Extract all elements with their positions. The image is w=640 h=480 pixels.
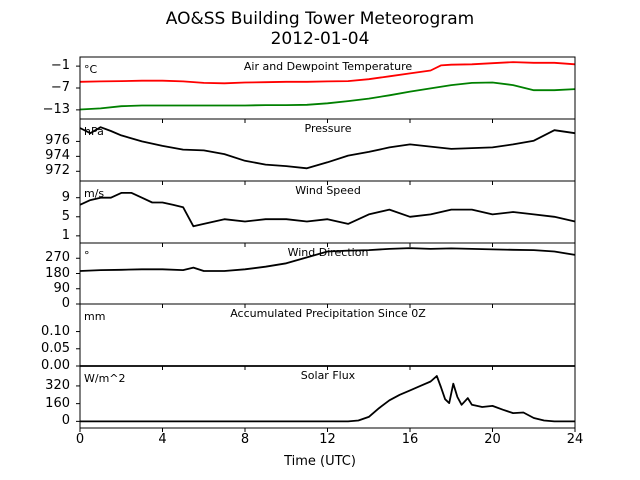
y-tick-label: 5 xyxy=(61,208,70,224)
figure-title: AO&SS Building Tower Meteorogram xyxy=(165,9,475,29)
y-tick-label: 9 xyxy=(61,189,70,205)
panel-unit: °C xyxy=(84,63,98,76)
x-tick-label: 20 xyxy=(484,432,501,447)
panel-title: Wind Speed xyxy=(295,184,361,197)
y-tick-label: 0 xyxy=(61,296,70,311)
x-tick-label: 16 xyxy=(401,432,419,447)
y-tick-label: −7 xyxy=(50,80,70,95)
panel-title: Solar Flux xyxy=(300,369,356,382)
panel-title: Accumulated Precipitation Since 0Z xyxy=(230,307,426,320)
panel-title: Wind Direction xyxy=(287,246,369,259)
x-tick-label: 0 xyxy=(75,432,85,447)
y-tick-label: 974 xyxy=(45,148,70,164)
y-tick-label: 0.05 xyxy=(41,340,70,356)
y-tick-label: 1 xyxy=(61,227,70,243)
x-tick-label: 8 xyxy=(240,432,250,447)
x-axis-label: Time (UTC) xyxy=(284,454,356,469)
y-tick-label: 160 xyxy=(45,395,70,411)
y-tick-label: 90 xyxy=(53,280,70,296)
y-tick-label: 976 xyxy=(45,133,70,149)
series-line-0-1 xyxy=(79,81,576,111)
y-tick-label: −1 xyxy=(50,58,70,74)
panel-unit: hPa xyxy=(84,125,104,138)
series-line-0-0 xyxy=(79,61,576,85)
series-line-1-0 xyxy=(79,126,576,170)
y-tick-label: 180 xyxy=(45,265,70,281)
panel-title: Pressure xyxy=(304,122,352,135)
y-tick-label: 270 xyxy=(45,250,70,266)
series-line-5-0 xyxy=(80,375,575,423)
x-tick-label: 12 xyxy=(319,432,336,447)
y-tick-label: 0.00 xyxy=(41,358,70,373)
y-tick-label: 320 xyxy=(45,377,70,393)
panel-unit: mm xyxy=(84,310,106,323)
panel-unit: ° xyxy=(84,249,90,262)
series-line-2-0 xyxy=(79,191,576,228)
panel-title: Air and Dewpoint Temperature xyxy=(243,60,413,73)
figure-date: 2012-01-04 xyxy=(270,29,370,49)
y-tick-label: 0.10 xyxy=(41,323,70,339)
y-tick-label: −13 xyxy=(42,101,70,117)
y-tick-label: 972 xyxy=(45,163,70,179)
series-line-3-0 xyxy=(79,247,576,272)
x-tick-label: 24 xyxy=(566,432,584,447)
y-tick-label: 0 xyxy=(61,413,70,429)
x-tick-label: 4 xyxy=(158,432,167,447)
panel-unit: W/m^2 xyxy=(84,372,126,385)
panel-unit: m/s xyxy=(84,187,105,200)
